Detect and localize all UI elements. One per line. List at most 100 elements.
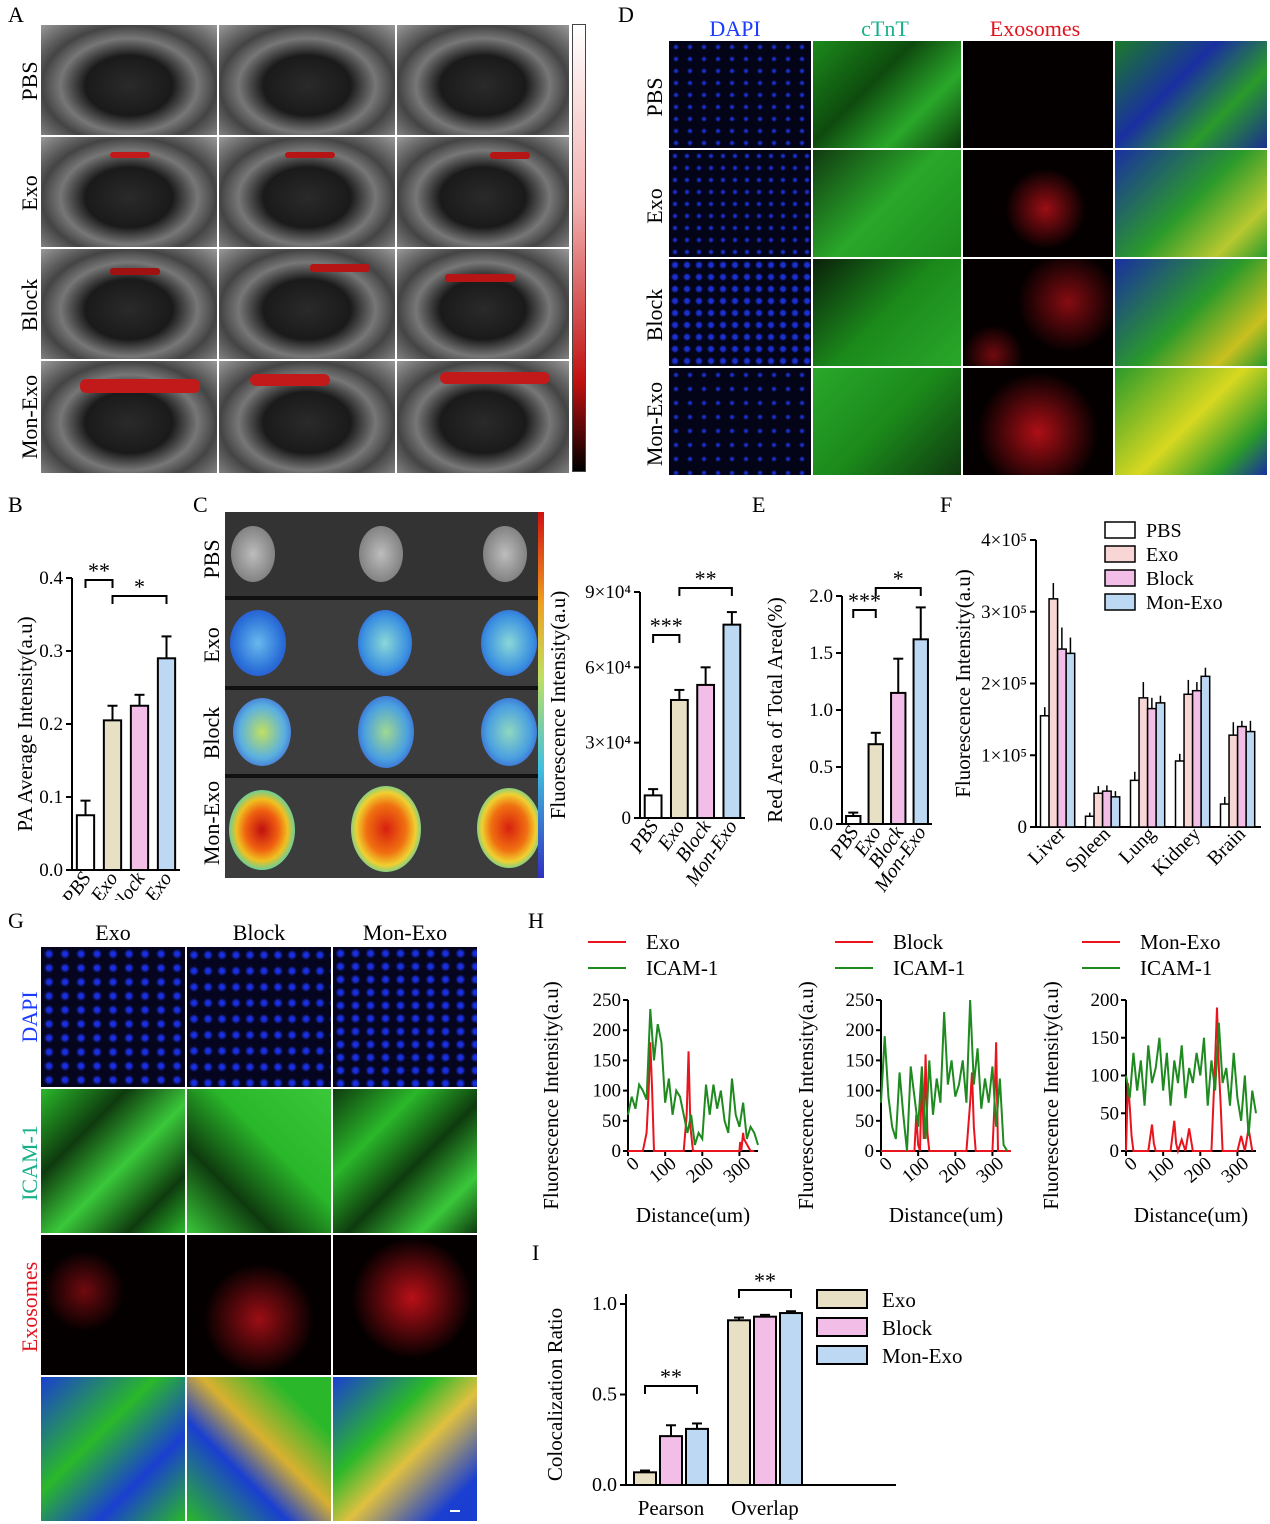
panel-label-b: B — [8, 492, 23, 517]
bar-kidney — [1183, 693, 1194, 828]
y-tick-label: 0.3 — [39, 641, 63, 662]
bar-spleen — [1084, 815, 1095, 828]
bar-brain — [1236, 725, 1247, 828]
y-tick-label: 0 — [865, 1141, 875, 1162]
bar-mon-exo — [722, 623, 742, 820]
y-axis-label: Fluorescence Intensity(a.u) — [1040, 981, 1063, 1210]
bar-brain — [1228, 734, 1239, 828]
y-tick-label: 0 — [1110, 1141, 1120, 1162]
a-row-monexo: Mon-Exo — [17, 374, 42, 460]
y-tick-label: 9×10⁴ — [585, 582, 631, 603]
x-tick-label: 300 — [720, 1153, 755, 1187]
bar-lung — [1146, 707, 1157, 828]
d-row-block: Block — [642, 288, 667, 342]
y-axis-label: Fluorescence Intensity(a.u) — [546, 591, 570, 820]
bar-exo — [669, 698, 689, 820]
y-tick-label: 100 — [593, 1081, 622, 1102]
panel-label-g: G — [8, 908, 24, 933]
series-line-icam-1 — [627, 1008, 759, 1146]
y-tick-label: 200 — [593, 1020, 622, 1041]
bar-pbs — [75, 814, 96, 871]
y-tick-label: 3×10⁵ — [981, 602, 1027, 623]
x-axis-label: Distance(um) — [1134, 1203, 1248, 1227]
y-tick-label: 0.0 — [809, 814, 833, 835]
bar-lung — [1155, 702, 1166, 828]
bar-lung — [1129, 779, 1140, 828]
y-tick-label: 0 — [622, 808, 632, 829]
y-tick-label: 0.1 — [39, 787, 63, 808]
y-tick-label: 150 — [593, 1050, 622, 1071]
legend-label: PBS — [1146, 520, 1182, 542]
x-tick-label: 100 — [645, 1153, 680, 1187]
category-label: Kidney — [1148, 823, 1205, 880]
legend-swatch — [816, 1317, 868, 1337]
x-axis-label: Distance(um) — [889, 1203, 1003, 1227]
bar-liver — [1039, 715, 1050, 828]
panel-label-i: I — [532, 1240, 540, 1265]
y-tick-label: 0.5 — [809, 757, 833, 778]
bar-liver — [1065, 652, 1076, 828]
bar-spleen — [1093, 792, 1104, 828]
x-tick-label: 200 — [935, 1153, 970, 1187]
significance-label: ** — [88, 558, 110, 583]
bar-overlap-mon-exo — [779, 1312, 803, 1486]
legend-label: ICAM-1 — [893, 956, 965, 980]
bar-kidney — [1200, 675, 1211, 828]
y-axis-label: PA Average Intensity(a.u) — [13, 616, 37, 831]
y-tick-label: 0 — [612, 1141, 622, 1162]
legend-label: Exo — [882, 1288, 916, 1312]
d-col-ctnt: cTnT — [861, 16, 909, 41]
legend-swatch — [816, 1345, 868, 1365]
g-col-block: Block — [232, 920, 286, 945]
x-tick-label: 200 — [682, 1153, 717, 1187]
significance-bracket — [874, 587, 922, 596]
series-line-icam-1 — [880, 999, 1009, 1152]
y-tick-label: 150 — [1091, 1028, 1120, 1049]
series-line-icam-1 — [1125, 1022, 1257, 1136]
legend-label: Exo — [1146, 544, 1178, 566]
series-line-mon-exo — [1125, 1007, 1254, 1155]
bar-overlap-exo — [727, 1319, 751, 1487]
y-tick-label: 1.0 — [592, 1293, 617, 1315]
bar-mon-exo — [912, 638, 929, 825]
bar-pearson-block — [659, 1435, 683, 1487]
category-label: Spleen — [1061, 823, 1115, 877]
g-row-icam: ICAM-1 — [17, 1125, 42, 1201]
significance-label: *** — [650, 613, 683, 638]
x-tick-label: 0 — [623, 1153, 644, 1175]
g-col-exo: Exo — [95, 920, 131, 945]
bar-pearson-mon-exo — [685, 1427, 709, 1486]
bar-block — [890, 691, 907, 825]
bar-liver — [1048, 598, 1059, 828]
y-tick-label: 0.0 — [39, 860, 63, 881]
bar-lung — [1138, 697, 1149, 828]
legend-label: Block — [893, 930, 944, 954]
x-tick-label: 300 — [1218, 1153, 1253, 1187]
legend-swatch — [816, 1289, 868, 1309]
x-tick-label: 100 — [898, 1153, 933, 1187]
x-axis-label: Distance(um) — [636, 1203, 750, 1227]
panel-label-e: E — [752, 492, 766, 517]
y-tick-label: 1.5 — [809, 643, 833, 664]
a-row-block: Block — [17, 278, 42, 332]
y-tick-label: 2×10⁵ — [981, 674, 1027, 695]
chart-c: 03×10⁴6×10⁴9×10⁴PBSExoBlockMon-Exo*****F… — [546, 566, 745, 891]
confocal-grid-d — [668, 40, 1268, 476]
y-tick-label: 1×10⁵ — [981, 745, 1027, 766]
confocal-grid-g — [40, 946, 478, 1522]
y-tick-label: 6×10⁴ — [585, 657, 631, 678]
category-label: Brain — [1203, 823, 1250, 870]
c-row-exo: Exo — [199, 627, 224, 663]
y-tick-label: 50 — [602, 1111, 621, 1132]
g-row-exosomes: Exosomes — [17, 1261, 42, 1353]
bar-spleen — [1110, 796, 1121, 828]
bar-exo — [102, 719, 123, 871]
y-tick-label: 3×10⁴ — [585, 733, 631, 754]
d-row-exo: Exo — [642, 188, 667, 224]
y-tick-label: 50 — [855, 1111, 874, 1132]
y-tick-label: 100 — [1091, 1066, 1120, 1087]
x-tick-label: 300 — [973, 1153, 1008, 1187]
x-tick-label: 0 — [876, 1153, 897, 1175]
